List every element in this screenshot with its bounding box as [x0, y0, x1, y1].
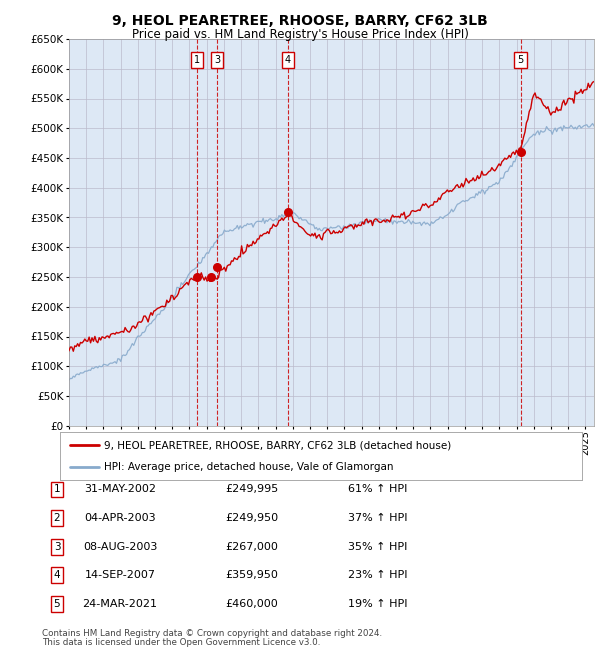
- Text: 35% ↑ HPI: 35% ↑ HPI: [349, 541, 407, 552]
- Text: 9, HEOL PEARETREE, RHOOSE, BARRY, CF62 3LB (detached house): 9, HEOL PEARETREE, RHOOSE, BARRY, CF62 3…: [104, 440, 452, 450]
- Text: 2: 2: [53, 513, 61, 523]
- Text: 19% ↑ HPI: 19% ↑ HPI: [348, 599, 408, 609]
- Text: 23% ↑ HPI: 23% ↑ HPI: [348, 570, 408, 580]
- Text: 4: 4: [284, 55, 290, 65]
- Text: 4: 4: [53, 570, 61, 580]
- Text: £460,000: £460,000: [226, 599, 278, 609]
- Text: £249,995: £249,995: [226, 484, 278, 495]
- Text: 1: 1: [193, 55, 200, 65]
- Text: 04-APR-2003: 04-APR-2003: [84, 513, 156, 523]
- Text: £249,950: £249,950: [226, 513, 278, 523]
- Text: 3: 3: [214, 55, 220, 65]
- Text: 3: 3: [53, 541, 61, 552]
- Text: 24-MAR-2021: 24-MAR-2021: [83, 599, 157, 609]
- Text: Contains HM Land Registry data © Crown copyright and database right 2024.: Contains HM Land Registry data © Crown c…: [42, 629, 382, 638]
- Text: 1: 1: [53, 484, 61, 495]
- Text: 08-AUG-2003: 08-AUG-2003: [83, 541, 157, 552]
- Text: 31-MAY-2002: 31-MAY-2002: [84, 484, 156, 495]
- Text: £267,000: £267,000: [226, 541, 278, 552]
- Text: HPI: Average price, detached house, Vale of Glamorgan: HPI: Average price, detached house, Vale…: [104, 462, 394, 472]
- Text: This data is licensed under the Open Government Licence v3.0.: This data is licensed under the Open Gov…: [42, 638, 320, 647]
- Text: 5: 5: [517, 55, 524, 65]
- Text: 37% ↑ HPI: 37% ↑ HPI: [348, 513, 408, 523]
- Text: Price paid vs. HM Land Registry's House Price Index (HPI): Price paid vs. HM Land Registry's House …: [131, 28, 469, 41]
- Text: 14-SEP-2007: 14-SEP-2007: [85, 570, 155, 580]
- Text: 61% ↑ HPI: 61% ↑ HPI: [349, 484, 407, 495]
- Text: £359,950: £359,950: [226, 570, 278, 580]
- Text: 5: 5: [53, 599, 61, 609]
- Text: 9, HEOL PEARETREE, RHOOSE, BARRY, CF62 3LB: 9, HEOL PEARETREE, RHOOSE, BARRY, CF62 3…: [112, 14, 488, 29]
